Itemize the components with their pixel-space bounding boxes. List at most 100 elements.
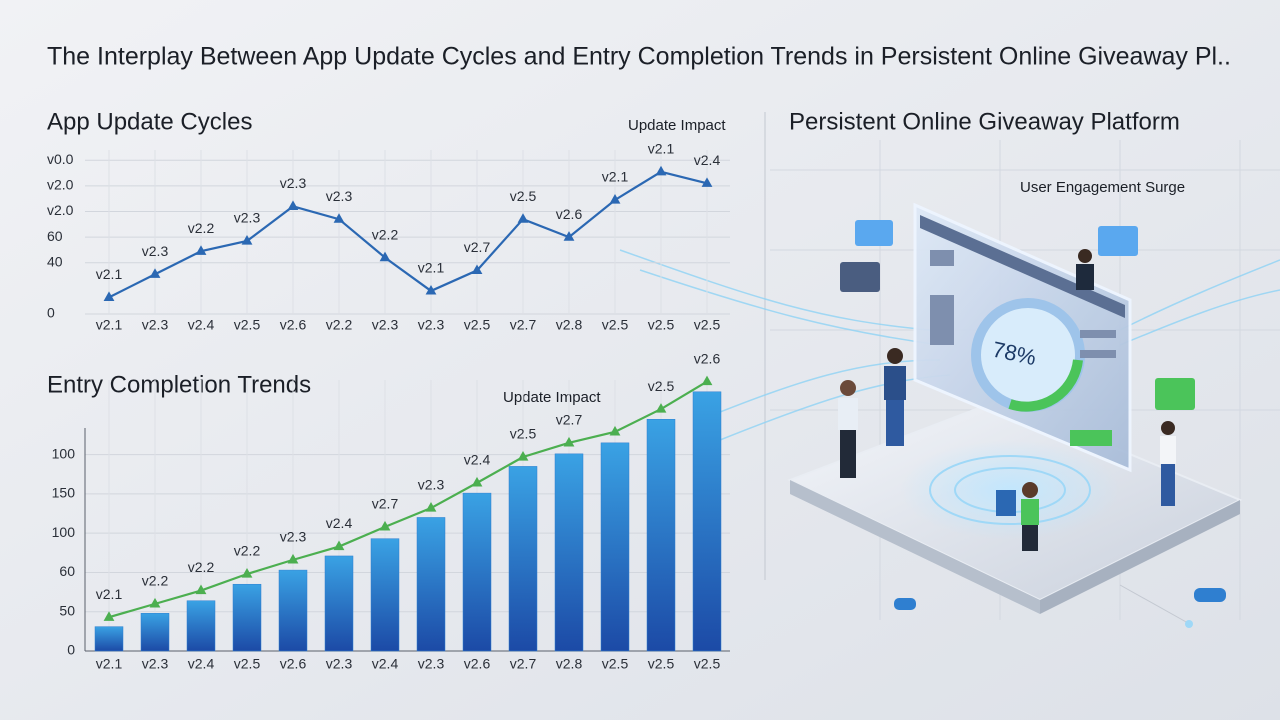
x-tick-label: v2.8	[556, 317, 583, 333]
point-label: v2.2	[372, 226, 399, 242]
x-tick-label: v2.6	[280, 317, 307, 333]
x-tick-label: v2.4	[188, 656, 215, 672]
point	[471, 264, 483, 275]
x-tick-label: v2.3	[418, 317, 445, 333]
y-tick-label: 40	[47, 253, 63, 269]
point	[241, 568, 253, 578]
point-label: v2.3	[418, 477, 445, 493]
y-tick-label: 0	[47, 305, 55, 321]
x-tick-label: v2.3	[418, 656, 445, 672]
x-tick-label: v2.8	[556, 656, 583, 672]
annotation: Update Impact	[628, 117, 726, 134]
point	[103, 291, 115, 301]
point	[287, 200, 299, 210]
point	[609, 425, 621, 436]
point-label: v2.2	[188, 559, 215, 575]
x-tick-label: v2.3	[142, 656, 169, 672]
x-tick-label: v2.5	[602, 317, 629, 333]
point-label: v2.6	[694, 350, 721, 366]
point	[425, 284, 437, 295]
point	[563, 436, 575, 447]
point-label: v2.2	[142, 573, 169, 589]
line	[108, 380, 708, 619]
y-tick-label: v0.0	[47, 151, 74, 167]
point-label: v2.2	[188, 220, 215, 236]
y-tick-label: v2.0	[47, 202, 74, 218]
point-label: v2.5	[510, 188, 537, 204]
point-label: v2.1	[648, 140, 675, 156]
y-tick-label: 100	[52, 524, 76, 540]
point-label: v2.3	[326, 188, 353, 204]
y-tick-label: 60	[59, 563, 75, 579]
point	[517, 450, 529, 461]
bar	[692, 391, 722, 652]
y-tick-label: 50	[59, 602, 75, 618]
bar	[278, 569, 308, 652]
x-tick-label: v2.6	[464, 656, 491, 672]
point	[103, 611, 115, 621]
bar	[324, 555, 354, 652]
point	[149, 268, 161, 278]
x-tick-label: v2.5	[648, 317, 675, 333]
point-label: v2.3	[280, 529, 307, 545]
point	[655, 165, 667, 176]
illustration-caption: User Engagement Surge	[1020, 179, 1185, 196]
point-label: v2.7	[372, 496, 399, 512]
page-title: The Interplay Between App Update Cycles …	[47, 43, 1231, 71]
point	[379, 251, 391, 262]
bar	[232, 583, 262, 652]
y-tick-label: 60	[47, 228, 63, 244]
bar	[600, 442, 630, 652]
point	[563, 231, 575, 241]
point	[379, 520, 391, 531]
point-label: v2.1	[602, 169, 629, 185]
x-tick-label: v2.3	[372, 317, 399, 333]
point-label: v2.1	[418, 260, 445, 276]
point-label: v2.7	[464, 239, 491, 255]
point-label: v2.2	[234, 543, 261, 559]
point-label: v2.4	[326, 515, 353, 531]
point-label: v2.6	[556, 206, 583, 222]
annotation: Update Impact	[503, 389, 601, 406]
bar	[646, 419, 676, 652]
x-tick-label: v2.5	[602, 656, 629, 672]
point	[425, 502, 437, 512]
bar	[370, 538, 400, 652]
y-tick-label: 150	[52, 485, 76, 501]
point-label: v2.1	[96, 266, 123, 282]
x-tick-label: v2.2	[326, 317, 353, 333]
x-tick-label: v2.7	[510, 317, 537, 333]
illustration	[619, 140, 1280, 628]
bar	[416, 517, 446, 652]
x-tick-label: v2.5	[234, 317, 261, 333]
point-label: v2.7	[556, 412, 583, 428]
point-label: v2.3	[280, 175, 307, 191]
x-tick-label: v2.3	[142, 317, 169, 333]
people	[838, 249, 1176, 551]
point-label: v2.1	[96, 586, 123, 602]
point	[149, 597, 161, 608]
point	[195, 584, 207, 595]
line	[108, 170, 708, 299]
x-tick-label: v2.5	[464, 317, 491, 333]
x-tick-label: v2.4	[372, 656, 399, 672]
point	[333, 213, 345, 223]
x-tick-label: v2.5	[694, 656, 721, 672]
y-tick-label: 100	[52, 445, 76, 461]
x-tick-label: v2.7	[510, 656, 537, 672]
y-tick-label: v2.0	[47, 177, 74, 193]
x-tick-label: v2.1	[96, 317, 123, 333]
x-tick-label: v2.5	[694, 317, 721, 333]
point	[655, 403, 667, 413]
bar	[508, 466, 538, 652]
chart-title: App Update Cycles	[47, 108, 252, 135]
point	[701, 177, 713, 187]
point-label: v2.3	[234, 210, 261, 226]
point	[241, 234, 253, 245]
y-tick-label: 0	[67, 642, 75, 658]
bar	[94, 626, 124, 652]
point	[195, 245, 207, 255]
point-label: v2.5	[648, 378, 675, 394]
chart-title: Entry Completion Trends	[47, 371, 311, 398]
